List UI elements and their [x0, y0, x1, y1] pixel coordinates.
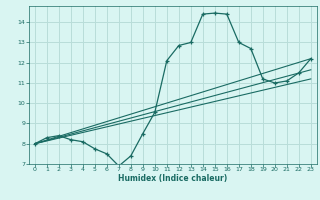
X-axis label: Humidex (Indice chaleur): Humidex (Indice chaleur): [118, 174, 228, 183]
